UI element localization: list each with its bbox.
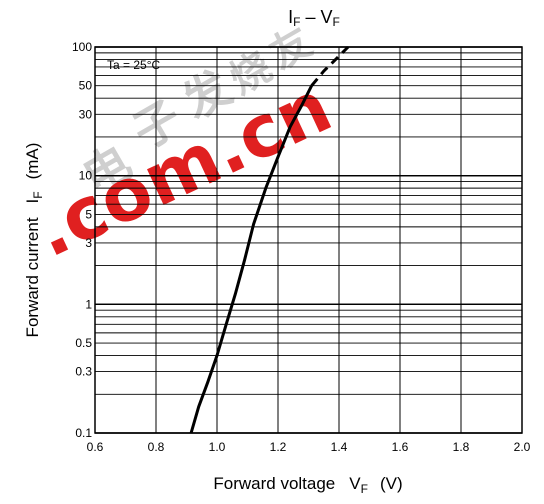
x-tick-label: 1.2: [270, 440, 287, 454]
x-tick-label: 1.8: [453, 440, 470, 454]
y-tick-label: 50: [79, 79, 93, 93]
x-tick-labels: 0.6 0.8 1.0 1.2 1.4 1.6 1.8 2.0: [87, 440, 531, 454]
y-tick-label: 0.5: [75, 336, 92, 350]
series-line-0-solid: [189, 85, 313, 434]
y-tick-label: 1: [85, 297, 92, 311]
x-tick-label: 1.4: [331, 440, 348, 454]
y-tick-label: 5: [85, 207, 92, 221]
series-line-1-dashed: [310, 45, 350, 87]
x-tick-label: 2.0: [514, 440, 531, 454]
y-tick-label: 10: [79, 169, 93, 183]
plot-frame: [94, 46, 523, 434]
curves: [189, 45, 350, 434]
y-tick-labels: 0.1 0.3 0.5 1 3 5 10 30 50 100: [72, 40, 92, 440]
y-tick-label: 3: [85, 236, 92, 250]
x-tick-label: 1.0: [209, 440, 226, 454]
grid: [94, 46, 523, 434]
y-axis-label: Forward currentIF(mA): [23, 143, 45, 338]
watermark: 电 子 发 烧 友 .com.cn: [22, 19, 344, 274]
chart-title: IF – VF: [288, 7, 340, 29]
y-tick-label: 100: [72, 40, 92, 54]
y-tick-label: 0.3: [75, 365, 92, 379]
condition-label: Ta = 25°C: [107, 58, 160, 72]
x-axis-label: Forward voltage VF (V): [213, 474, 402, 496]
x-tick-label: 0.8: [148, 440, 165, 454]
y-tick-label: 0.1: [75, 426, 92, 440]
y-tick-label: 30: [79, 107, 93, 121]
x-tick-label: 1.6: [392, 440, 409, 454]
x-tick-label: 0.6: [87, 440, 104, 454]
